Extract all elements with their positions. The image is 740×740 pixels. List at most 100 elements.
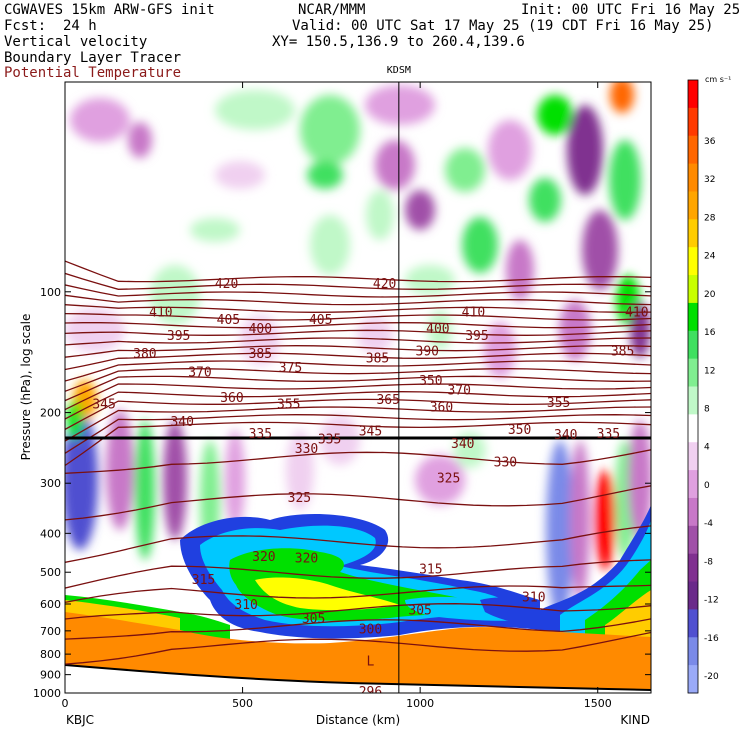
low-pressure-label: L (367, 655, 375, 670)
colorbar-swatch (688, 581, 698, 610)
theta-label: 405 (309, 313, 332, 328)
plot-area: 420 420 410 410 410 405 405 400 400 395 395 390 385 3… (65, 82, 651, 700)
theta-label: 365 (376, 393, 399, 408)
theta-label: 315 (419, 563, 442, 578)
theta-line (65, 375, 651, 402)
y-tick-label: 900 (40, 669, 61, 682)
colorbar-swatch (688, 386, 698, 415)
colorbar-tick-label: 12 (704, 366, 715, 376)
theta-line (65, 631, 651, 665)
theta-line (65, 312, 651, 321)
plot-frame (64, 81, 652, 694)
theta-label: 340 (451, 437, 474, 452)
theta-label: 405 (217, 313, 240, 328)
theta-label: 395 (465, 329, 488, 344)
theta-line (65, 414, 651, 454)
colorbar-tick-label: 24 (704, 252, 716, 262)
theta-label: 400 (426, 322, 449, 337)
theta-line (65, 294, 651, 306)
colorbar-tick-label: 8 (704, 405, 710, 415)
colorbar-swatch (688, 275, 698, 304)
theta-label: 410 (462, 306, 485, 321)
theta-label: 420 (373, 277, 396, 292)
theta-line (65, 272, 651, 290)
colorbar-swatch (688, 191, 698, 220)
y-tick-label: 500 (40, 566, 61, 579)
theta-line (65, 337, 651, 346)
x-tick-label: 0 (62, 697, 69, 710)
theta-label: 395 (167, 329, 190, 344)
theta-line (65, 304, 651, 313)
org-label: NCAR/MMM (298, 2, 366, 18)
theta-line (65, 383, 651, 411)
theta-label: 360 (430, 400, 453, 415)
colorbar-tick-label: 16 (704, 328, 716, 338)
theta-line (65, 345, 651, 358)
colorbar-swatch (688, 247, 698, 276)
field-vertical-velocity: Vertical velocity (4, 34, 148, 50)
theta-line (65, 421, 651, 467)
theta-label: 345 (92, 398, 115, 413)
y-axis-label: Pressure (hPa), log scale (19, 314, 33, 461)
y-tick-label: 800 (40, 648, 61, 661)
theta-label: 340 (170, 415, 193, 430)
x-axis-label: Distance (km) (316, 713, 400, 727)
x-tick-label: 500 (232, 697, 253, 710)
theta-label: 390 (416, 344, 439, 359)
colorbar-tick-label: 20 (704, 290, 716, 300)
x-tick-label: 1000 (406, 697, 434, 710)
theta-label: 350 (508, 423, 531, 438)
colorbar-tick-label: -12 (704, 596, 719, 606)
colorbar-swatch (688, 107, 698, 137)
theta-label: 330 (494, 456, 517, 471)
model-title: CGWAVES 15km ARW-GFS init (4, 2, 215, 18)
terrain (65, 612, 651, 693)
y-tick-label: 100 (40, 286, 61, 299)
colorbar-tick-label: 32 (704, 175, 715, 185)
station-right-label: KIND (620, 713, 650, 727)
y-tick-label: 300 (40, 477, 61, 490)
colorbar-swatch (688, 665, 698, 694)
station-left-label: KBJC (66, 713, 94, 727)
theta-line (65, 618, 651, 640)
theta-label: 325 (288, 491, 311, 506)
colorbar-unit: cm s⁻¹ (705, 75, 731, 84)
theta-line (65, 391, 651, 420)
theta-label: 355 (547, 396, 570, 411)
theta-line (65, 398, 651, 430)
theta-label: 335 (318, 432, 341, 447)
theta-line (65, 329, 651, 336)
theta-label: 335 (249, 427, 272, 442)
theta-label: 385 (611, 344, 634, 359)
theta-label: 410 (625, 306, 648, 321)
cross-section-endpoints: XY= 150.5,136.9 to 260.4,139.6 (272, 34, 525, 50)
colorbar-swatch (688, 525, 698, 555)
theta-label: 385 (249, 347, 272, 362)
colorbar-swatch (688, 637, 698, 666)
theta-line (65, 449, 651, 474)
theta-line (65, 485, 651, 521)
theta-label: 410 (149, 306, 172, 321)
colorbar-tick-label: -8 (704, 557, 713, 567)
colorbar-swatch (688, 330, 698, 360)
theta-label: 350 (419, 374, 442, 389)
field-boundary-layer-tracer: Boundary Layer Tracer (4, 50, 182, 66)
theta-labels: 420 420 410 410 410 405 405 400 400 395 395 390 385 3… (92, 277, 648, 700)
theta-line (65, 360, 651, 382)
colorbar: 36 32 28 24 20 16 12 8 4 0 -4 -8 -12 -16 -20 (687, 79, 719, 694)
theta-label: 300 (359, 622, 382, 637)
theta-label: 296 (359, 685, 382, 700)
colorbar-swatch (688, 609, 698, 638)
colorbar-swatch (688, 219, 698, 248)
colorbar-tick-label: -16 (704, 634, 719, 644)
field-potential-temperature: Potential Temperature (4, 65, 182, 81)
forecast-hour: Fcst: 24 h (4, 18, 97, 34)
theta-label: 310 (234, 598, 257, 613)
theta-label: 320 (252, 550, 275, 565)
theta-label: 370 (447, 383, 470, 398)
theta-line (65, 352, 651, 371)
x-tick-label: 1500 (584, 697, 612, 710)
theta-line (65, 406, 651, 442)
theta-label: 305 (302, 612, 325, 627)
